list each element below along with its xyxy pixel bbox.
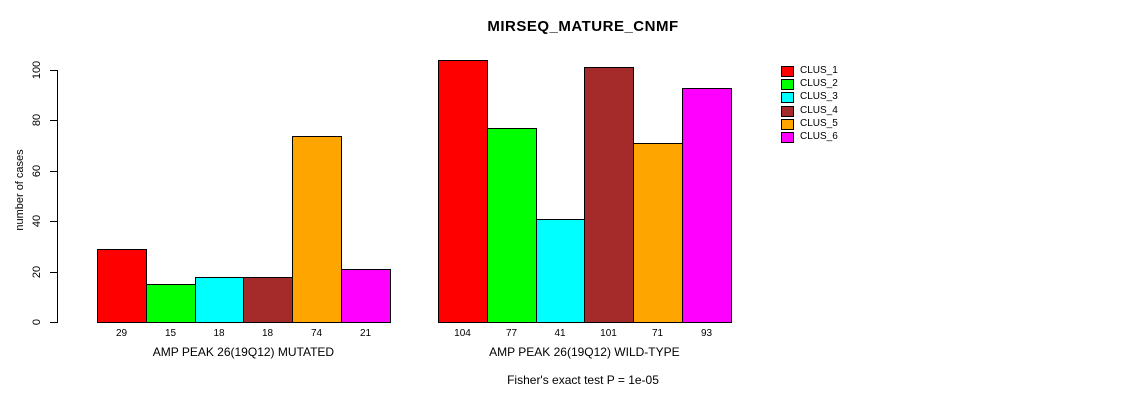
y-tick-label: 100 xyxy=(31,60,43,80)
bar-value-label: 101 xyxy=(600,328,617,339)
bar xyxy=(633,143,683,323)
legend-swatch xyxy=(781,105,794,117)
legend-label: CLUS_3 xyxy=(800,91,838,103)
bar xyxy=(341,269,391,323)
y-axis-tick xyxy=(50,271,57,273)
bar xyxy=(292,136,342,323)
bar xyxy=(536,219,585,323)
bar xyxy=(438,60,488,323)
bar-value-label: 29 xyxy=(115,328,128,339)
legend-label: CLUS_6 xyxy=(800,131,838,142)
y-tick-label: 60 xyxy=(31,164,43,177)
bar-value-label: 18 xyxy=(261,328,274,339)
y-tick-label: 0 xyxy=(31,318,43,326)
bar-value-label: 93 xyxy=(700,328,713,339)
bar xyxy=(584,67,634,323)
legend-label: CLUS_5 xyxy=(800,117,838,129)
bar-value-label: 21 xyxy=(359,328,372,339)
y-tick-label: 40 xyxy=(31,215,43,228)
y-axis-tick xyxy=(50,221,57,223)
legend-swatch xyxy=(781,92,794,104)
bar-value-label: 18 xyxy=(213,328,225,339)
legend-label: CLUS_4 xyxy=(800,104,838,116)
bar xyxy=(97,249,147,323)
y-axis-tick xyxy=(50,322,57,323)
group-label: AMP PEAK 26(19Q12) MUTATED xyxy=(152,345,335,359)
bar xyxy=(243,277,293,323)
group-label: AMP PEAK 26(19Q12) WILD-TYPE xyxy=(489,345,680,359)
y-tick-label: 20 xyxy=(31,265,43,278)
legend-label: CLUS_2 xyxy=(800,78,838,90)
bar-value-label: 41 xyxy=(554,328,566,339)
bar xyxy=(487,128,537,323)
legend-swatch xyxy=(781,66,794,77)
legend-label: CLUS_1 xyxy=(800,65,838,76)
y-tick-label: 80 xyxy=(31,114,43,127)
y-axis-line xyxy=(57,70,58,323)
chart-title: MIRSEQ_MATURE_CNMF xyxy=(487,18,679,35)
legend-swatch xyxy=(781,118,794,130)
legend-swatch xyxy=(781,132,794,143)
bar xyxy=(682,88,732,323)
bar xyxy=(146,284,196,323)
y-axis-tick xyxy=(50,170,57,172)
y-axis-tick xyxy=(50,120,57,122)
bar-value-label: 104 xyxy=(454,328,471,339)
bar-value-label: 71 xyxy=(651,328,664,339)
y-axis-tick xyxy=(50,70,57,71)
bar-value-label: 74 xyxy=(310,328,323,339)
bar-value-label: 77 xyxy=(505,328,518,339)
legend-swatch xyxy=(781,79,794,91)
bar xyxy=(195,277,244,323)
bar-value-label: 15 xyxy=(164,328,177,339)
fisher-test-annotation: Fisher's exact test P = 1e-05 xyxy=(507,373,659,387)
